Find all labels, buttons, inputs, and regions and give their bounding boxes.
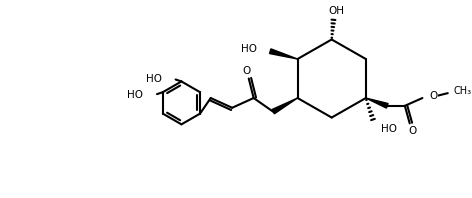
Text: O: O xyxy=(243,66,251,76)
Text: HO: HO xyxy=(146,73,162,84)
Polygon shape xyxy=(366,98,388,108)
Text: O: O xyxy=(429,91,438,101)
Text: HO: HO xyxy=(381,124,397,134)
Polygon shape xyxy=(272,98,297,114)
Text: CH₃: CH₃ xyxy=(454,86,472,96)
Text: HO: HO xyxy=(241,44,257,54)
Text: O: O xyxy=(409,126,417,136)
Text: OH: OH xyxy=(329,6,345,16)
Polygon shape xyxy=(270,49,297,59)
Text: HO: HO xyxy=(127,90,143,100)
